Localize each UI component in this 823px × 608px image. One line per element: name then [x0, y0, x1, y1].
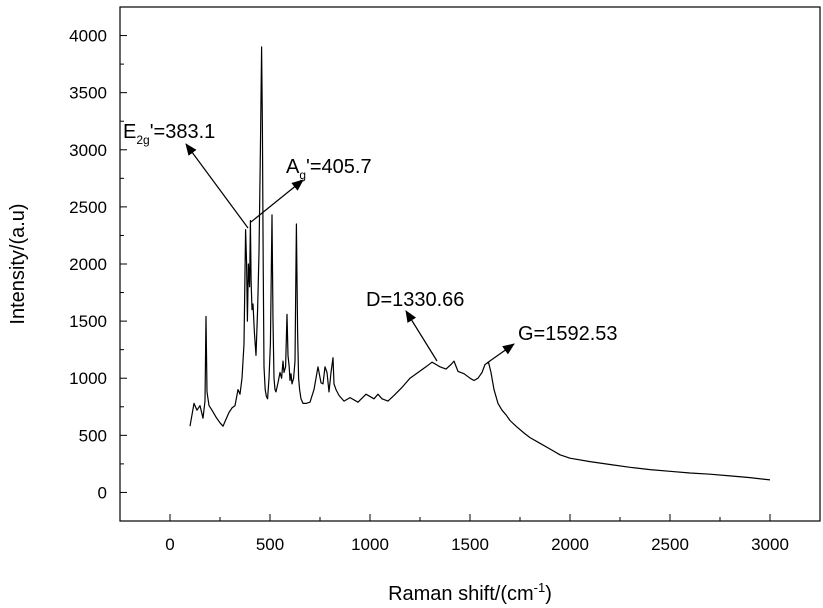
annotation-arrow	[406, 311, 437, 361]
y-tick-label: 2000	[69, 255, 107, 274]
x-tick-label: 2500	[651, 535, 689, 554]
y-tick-label: 4000	[69, 27, 107, 46]
y-axis-title: Intensity/(a.u)	[7, 203, 29, 324]
y-tick-label: 500	[79, 426, 107, 445]
annotation-layer: E2g'=383.1 Ag'=405.7 D=1330.66 G=1592.53	[123, 121, 618, 363]
x-tick-label: 1000	[351, 535, 389, 554]
y-tick-label: 2500	[69, 198, 107, 217]
annotation-label: G=1592.53	[518, 323, 618, 345]
annotation-label: Ag'=405.7	[286, 156, 372, 182]
annotation-arrow	[487, 344, 514, 363]
x-axis-title: Raman shift/(cm-1)	[388, 580, 552, 605]
x-tick-label: 2000	[551, 535, 589, 554]
y-tick-label: 1000	[69, 369, 107, 388]
x-tick-label: 500	[256, 535, 284, 554]
annotation-label: E2g'=383.1	[123, 121, 215, 147]
y-tick-label: 0	[98, 483, 107, 502]
spectrum-line	[190, 47, 770, 480]
y-tick-label: 3500	[69, 84, 107, 103]
x-tick-label: 3000	[751, 535, 789, 554]
annotation-label: D=1330.66	[366, 289, 464, 311]
series-layer	[190, 47, 770, 480]
y-tick-label: 1500	[69, 312, 107, 331]
x-tick-label: 1500	[451, 535, 489, 554]
x-tick-label: 0	[165, 535, 174, 554]
annotation-arrow	[186, 144, 248, 228]
annotation-arrow	[251, 180, 303, 222]
y-tick-label: 3000	[69, 141, 107, 160]
plot-frame	[120, 7, 820, 521]
axis-ticks	[120, 7, 820, 521]
